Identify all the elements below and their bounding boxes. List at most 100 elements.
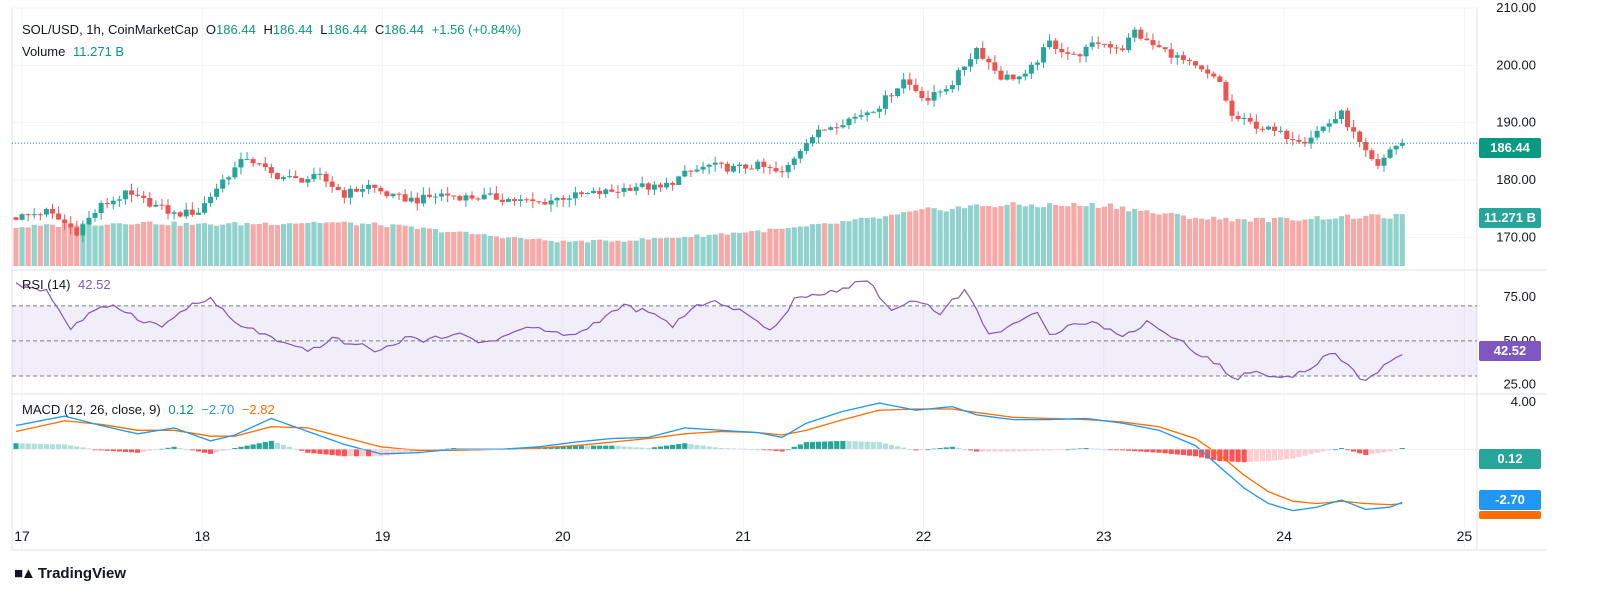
candle-body — [1363, 142, 1369, 151]
candle-body — [1296, 139, 1302, 142]
macd-histogram-bar — [1028, 449, 1034, 451]
candle-body — [822, 129, 828, 131]
candle-body — [986, 58, 992, 63]
candle-body — [469, 195, 475, 199]
macd-histogram-bar — [1168, 449, 1174, 454]
volume-value: 11.271 B — [73, 44, 125, 59]
volume-bar — [62, 223, 68, 266]
candle-body — [694, 169, 700, 172]
volume-bar — [597, 239, 603, 266]
candle-body — [743, 164, 749, 169]
macd-histogram-bar — [268, 440, 274, 450]
candle-body — [384, 191, 390, 197]
volume-bar — [931, 208, 937, 266]
volume-bar — [226, 223, 232, 266]
volume-bar — [743, 232, 749, 266]
macd-histogram-bar — [542, 447, 548, 450]
macd-histogram-bar — [797, 444, 803, 450]
volume-bar — [603, 240, 609, 266]
macd-histogram-bar — [195, 449, 201, 452]
volume-bar — [1265, 222, 1272, 266]
volume-bar — [554, 242, 560, 266]
macd-histogram-bar — [566, 446, 572, 450]
volume-bar — [402, 225, 408, 266]
volume-bar — [852, 219, 858, 266]
candle-body — [913, 84, 919, 91]
price-tick-label: 180.00 — [1496, 172, 1536, 187]
volume-bar — [967, 205, 974, 266]
macd-histogram-bar — [1381, 449, 1387, 453]
volume-bar — [487, 235, 493, 266]
rsi-label[interactable]: RSI (14) — [22, 277, 71, 292]
macd-histogram-bar — [639, 447, 645, 450]
volume-bar — [1156, 214, 1162, 266]
volume-bar — [390, 224, 396, 266]
macd-histogram-bar — [432, 449, 439, 451]
volume-bar — [1253, 217, 1259, 266]
candle-body — [651, 184, 657, 190]
volume-bar — [645, 239, 651, 266]
macd-histogram-bar — [1113, 449, 1120, 451]
volume-label[interactable]: Volume — [22, 44, 66, 59]
candle-body — [864, 112, 870, 116]
candle-body — [1101, 43, 1107, 45]
volume-bar — [171, 221, 177, 266]
macd-histogram-bar — [1332, 449, 1338, 451]
price-tick-label: 210.00 — [1496, 0, 1536, 15]
volume-bar — [980, 206, 986, 266]
candle-body — [1387, 149, 1393, 158]
volume-bar — [37, 225, 43, 266]
macd-histogram-bar — [329, 449, 335, 456]
candle-body — [433, 196, 439, 198]
volume-bar — [913, 210, 919, 266]
macd-label[interactable]: MACD (12, 26, close, 9) — [22, 402, 161, 417]
volume-bar — [104, 224, 110, 266]
volume-bar — [153, 224, 159, 266]
candle-body — [572, 192, 578, 199]
candle-body — [1320, 126, 1326, 131]
macd-histogram-bar — [1004, 449, 1010, 452]
candle-body — [505, 199, 511, 202]
volume-bar — [694, 234, 700, 266]
candle-body — [1120, 48, 1126, 51]
volume-bar — [627, 240, 633, 266]
candle-body — [177, 212, 183, 217]
macd-histogram-bar — [1326, 449, 1332, 451]
volume-bar — [858, 217, 864, 266]
time-tick-label: 23 — [1096, 528, 1112, 544]
symbol-label[interactable]: SOL/USD, 1h, CoinMarketCap — [22, 22, 199, 37]
macd-histogram-bar — [670, 444, 676, 450]
candle-body — [1259, 128, 1265, 130]
volume-bar — [901, 212, 907, 266]
candle-body — [1199, 65, 1205, 70]
candle-body — [1089, 42, 1095, 47]
volume-bar — [864, 218, 870, 266]
volume-bar — [207, 224, 214, 266]
macd-histogram-bar — [864, 441, 870, 450]
macd-histogram-bar — [317, 449, 323, 454]
candle-body — [189, 209, 195, 215]
volume-legend: Volume 11.271 B — [22, 44, 128, 59]
volume-bar — [1235, 218, 1241, 266]
open-value: 186.44 — [216, 22, 256, 37]
macd-histogram-bar — [1265, 449, 1272, 461]
macd-histogram-bar — [353, 449, 360, 457]
tradingview-logo[interactable]: ■▲ TradingView — [14, 565, 126, 582]
candle-body — [287, 176, 293, 178]
macd-histogram-bar — [1089, 448, 1095, 450]
macd-histogram-bar — [366, 449, 372, 457]
volume-bar — [451, 231, 457, 266]
volume-bar — [274, 225, 281, 266]
macd-histogram-bar — [992, 449, 998, 452]
high-value: 186.44 — [272, 22, 313, 37]
candle-body — [268, 167, 274, 174]
volume-bar — [1344, 214, 1351, 266]
candle-body — [992, 62, 998, 71]
candle-body — [1010, 74, 1016, 80]
macd-histogram-bar — [1101, 449, 1107, 451]
volume-bar — [1387, 218, 1393, 266]
volume-bar — [250, 224, 256, 266]
volume-bar — [1393, 213, 1399, 266]
macd-histogram-bar — [882, 443, 889, 450]
